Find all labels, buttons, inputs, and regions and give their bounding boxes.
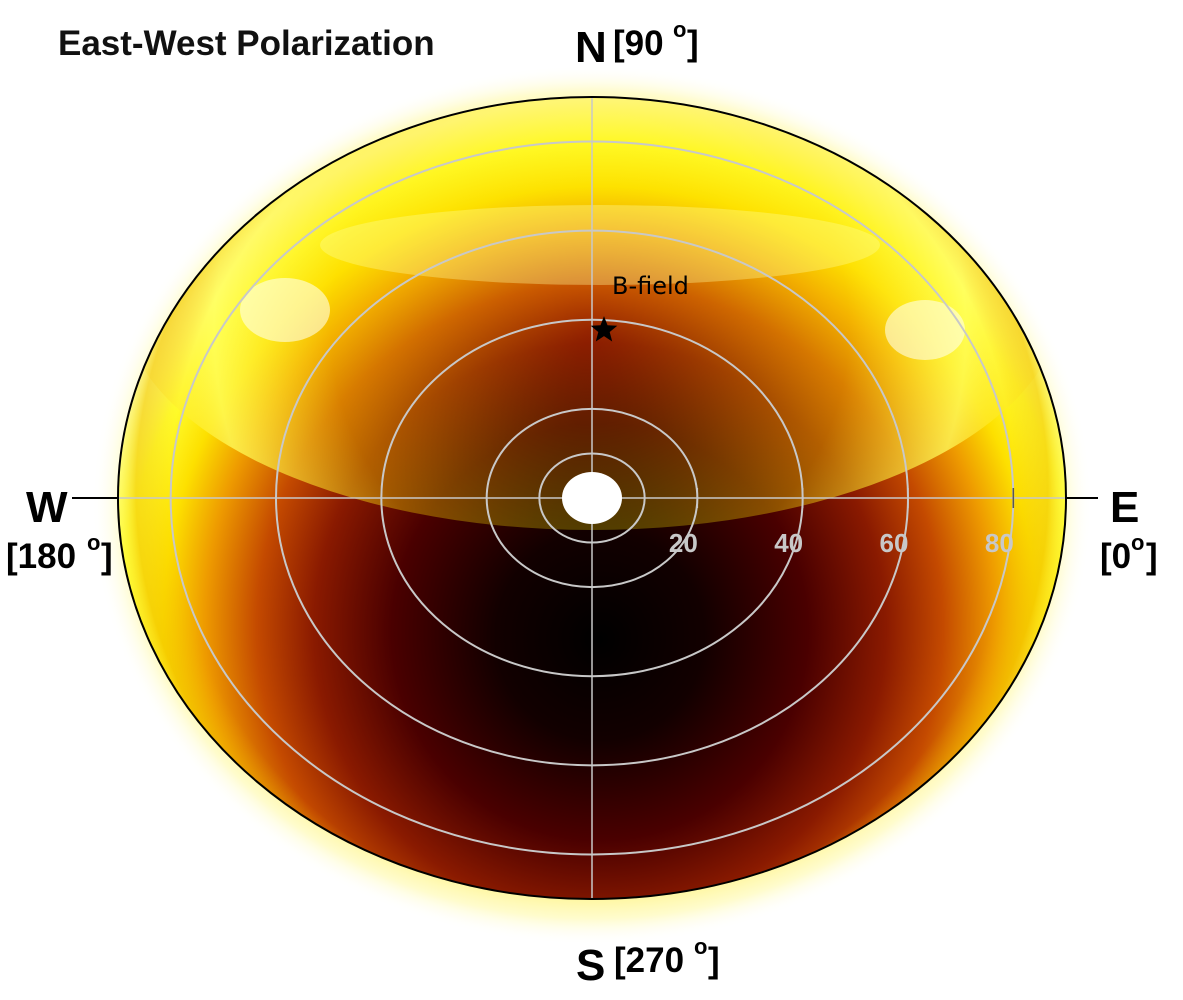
- west-degree-mark: o: [87, 530, 100, 555]
- north-degree-mark: o: [673, 17, 686, 42]
- north-letter: N: [575, 23, 607, 72]
- radial-tick-label-40: 40: [774, 528, 803, 558]
- zenith-hole: [562, 472, 622, 524]
- radial-tick-label-60: 60: [880, 528, 909, 558]
- west-label: W [180 o ]: [6, 483, 113, 576]
- radial-tick-labels: 20 40 60 80: [669, 528, 1014, 558]
- b-field-marker: B-field: [590, 272, 689, 342]
- east-angle: [0: [1100, 537, 1131, 576]
- south-angle: [270: [614, 941, 684, 980]
- south-bracket: ]: [708, 941, 720, 980]
- north-label: N [90 o ]: [575, 17, 699, 72]
- chart-title: East-West Polarization: [58, 24, 435, 63]
- east-degree-mark: o: [1131, 530, 1144, 555]
- east-bracket: ]: [1146, 537, 1158, 576]
- east-label: E [0 o ]: [1100, 483, 1158, 576]
- radial-tick-label-80: 80: [985, 528, 1014, 558]
- b-field-star-icon: [590, 316, 618, 342]
- north-bracket: ]: [687, 24, 699, 63]
- west-letter: W: [26, 483, 68, 532]
- west-bracket: ]: [101, 537, 113, 576]
- south-label: S [270 o ]: [576, 934, 720, 990]
- north-angle: [90: [613, 24, 664, 63]
- radial-tick-label-20: 20: [669, 528, 698, 558]
- b-field-label: B-field: [612, 272, 689, 300]
- south-degree-mark: o: [694, 934, 707, 959]
- south-letter: S: [576, 941, 605, 990]
- west-angle: [180: [6, 537, 76, 576]
- east-letter: E: [1110, 483, 1139, 532]
